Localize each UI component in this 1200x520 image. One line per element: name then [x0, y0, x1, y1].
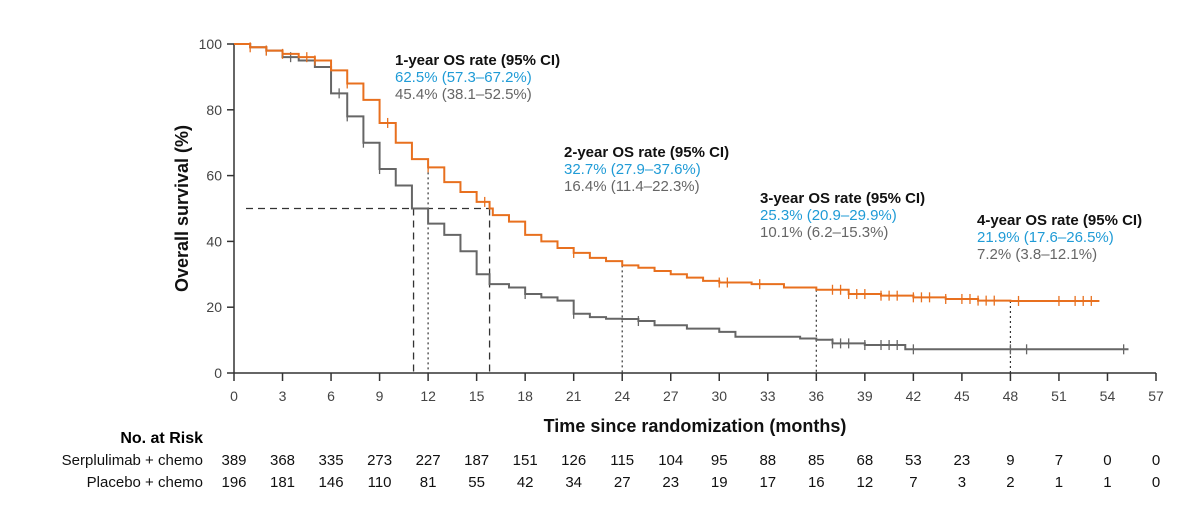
at-risk-value: 146 — [318, 474, 344, 491]
annotation-serplulimab: 21.9% (17.6–26.5%) — [977, 229, 1114, 246]
annotation-placebo: 45.4% (38.1–52.5%) — [395, 86, 532, 103]
at-risk-value: 16 — [807, 474, 825, 491]
x-tick-label: 15 — [469, 388, 485, 404]
y-tick-label: 0 — [214, 365, 222, 381]
x-tick-label: 54 — [1100, 388, 1116, 404]
x-tick-label: 36 — [809, 388, 825, 404]
at-risk-value: 126 — [561, 452, 587, 469]
annotation-serplulimab: 32.7% (27.9–37.6%) — [564, 161, 701, 178]
at-risk-value: 181 — [270, 474, 296, 491]
at-risk-value: 9 — [1006, 452, 1015, 469]
at-risk-value: 335 — [318, 452, 344, 469]
x-tick-label: 27 — [663, 388, 679, 404]
at-risk-value: 42 — [516, 474, 534, 491]
x-tick-label: 24 — [614, 388, 630, 404]
annotation-4-year: 4-year OS rate (95% CI) 21.9% (17.6–26.5… — [977, 212, 1142, 263]
annotation-placebo: 7.2% (3.8–12.1%) — [977, 246, 1098, 263]
annotation-1-year: 1-year OS rate (95% CI) 62.5% (57.3–67.2… — [395, 52, 560, 103]
at-risk-title: No. at Risk — [120, 430, 203, 447]
at-risk-value: 81 — [419, 474, 437, 491]
at-risk-value: 17 — [759, 474, 777, 491]
annotation-2-year: 2-year OS rate (95% CI) 32.7% (27.9–37.6… — [564, 144, 729, 195]
at-risk-value: 34 — [565, 474, 583, 491]
y-tick-label: 100 — [199, 36, 223, 52]
at-risk-value: 2 — [1006, 474, 1015, 491]
at-risk-value: 389 — [221, 452, 247, 469]
annotation-title: 3-year OS rate (95% CI) — [760, 190, 926, 207]
annotation-serplulimab: 62.5% (57.3–67.2%) — [395, 69, 532, 86]
at-risk-value: 88 — [759, 452, 777, 469]
at-risk-value: 27 — [613, 474, 631, 491]
survival-curve-serplulimab — [234, 43, 1100, 302]
x-tick-label: 3 — [279, 388, 287, 404]
annotation-title: 4-year OS rate (95% CI) — [977, 212, 1143, 229]
x-tick-label: 6 — [327, 388, 335, 404]
at-risk-value: 1 — [1054, 474, 1064, 491]
at-risk-value: 0 — [1151, 474, 1161, 491]
at-risk-value: 7 — [909, 474, 918, 491]
at-risk-value: 3 — [957, 474, 967, 491]
x-tick-label: 39 — [857, 388, 873, 404]
at-risk-value: 7 — [1054, 452, 1064, 469]
y-tick-label: 60 — [206, 168, 222, 184]
at-risk-value: 115 — [610, 452, 635, 469]
annotation-title: 2-year OS rate (95% CI) — [564, 144, 730, 161]
x-tick-label: 45 — [954, 388, 970, 404]
annotation-serplulimab: 25.3% (20.9–29.9%) — [760, 207, 897, 224]
x-tick-label: 0 — [230, 388, 238, 404]
x-tick-label: 57 — [1148, 388, 1164, 404]
at-risk-value: 23 — [662, 474, 680, 491]
at-risk-value: 196 — [221, 474, 247, 491]
at-risk-value: 55 — [468, 474, 485, 491]
at-risk-value: 95 — [710, 452, 728, 469]
annotation-placebo: 10.1% (6.2–15.3%) — [760, 224, 889, 241]
at-risk-value: 0 — [1151, 452, 1161, 469]
x-tick-label: 30 — [711, 388, 727, 404]
x-tick-label: 21 — [566, 388, 582, 404]
y-tick-label: 40 — [206, 233, 222, 249]
x-tick-label: 18 — [517, 388, 533, 404]
y-axis-label: Overall survival (%) — [172, 125, 192, 292]
x-axis-label: Time since randomization (months) — [544, 416, 847, 436]
x-tick-label: 12 — [420, 388, 436, 404]
at-risk-row-label: Serplulimab + chemo — [61, 452, 203, 469]
at-risk-value: 12 — [856, 474, 874, 491]
annotation-placebo: 16.4% (11.4–22.3%) — [564, 178, 700, 195]
at-risk-value: 104 — [658, 452, 684, 469]
x-tick-label: 51 — [1051, 388, 1067, 404]
at-risk-value: 368 — [270, 452, 296, 469]
at-risk-value: 151 — [512, 452, 538, 469]
x-tick-label: 33 — [760, 388, 776, 404]
y-tick-label: 80 — [206, 102, 222, 118]
at-risk-row-label: Placebo + chemo — [86, 474, 203, 491]
at-risk-value: 273 — [367, 452, 393, 469]
at-risk-value: 68 — [856, 452, 874, 469]
y-tick-label: 20 — [206, 299, 222, 315]
at-risk-value: 110 — [367, 474, 392, 491]
at-risk-value: 85 — [807, 452, 825, 469]
annotation-title: 1-year OS rate (95% CI) — [395, 52, 561, 69]
x-tick-label: 42 — [906, 388, 922, 404]
at-risk-value: 19 — [710, 474, 728, 491]
at-risk-value: 53 — [905, 452, 922, 469]
annotation-3-year: 3-year OS rate (95% CI) 25.3% (20.9–29.9… — [760, 190, 925, 241]
at-risk-value: 23 — [953, 452, 971, 469]
at-risk-value: 1 — [1103, 474, 1112, 491]
at-risk-value: 0 — [1103, 452, 1112, 469]
x-tick-label: 9 — [376, 388, 384, 404]
at-risk-value: 227 — [415, 452, 441, 469]
at-risk-value: 187 — [464, 452, 490, 469]
x-tick-label: 48 — [1003, 388, 1019, 404]
